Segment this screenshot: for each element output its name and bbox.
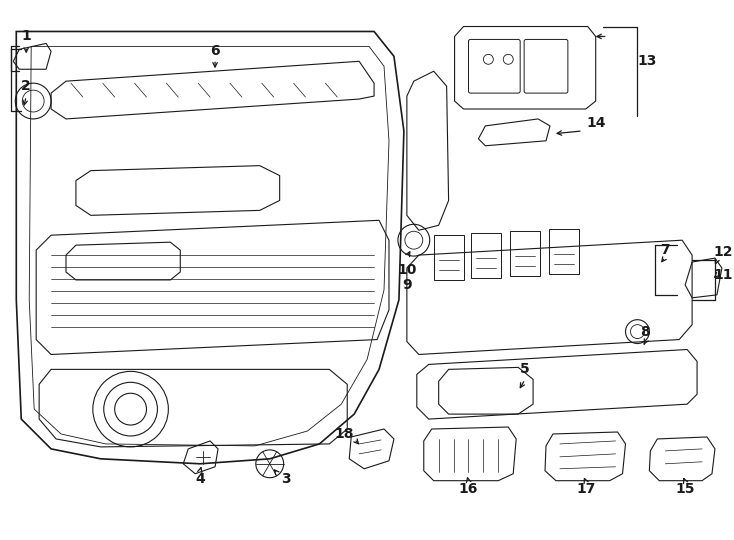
Text: 14: 14	[586, 116, 606, 130]
Text: 12: 12	[713, 245, 733, 259]
Text: 9: 9	[402, 278, 412, 292]
Text: 3: 3	[281, 472, 291, 485]
Text: 1: 1	[21, 30, 31, 43]
Text: 10: 10	[397, 263, 417, 277]
Text: 16: 16	[459, 482, 478, 496]
Text: 15: 15	[675, 482, 695, 496]
Text: 2: 2	[21, 79, 31, 93]
Text: 17: 17	[576, 482, 595, 496]
Text: 18: 18	[335, 427, 354, 441]
Text: 7: 7	[661, 243, 670, 257]
Text: 13: 13	[638, 55, 657, 68]
Text: 11: 11	[713, 268, 733, 282]
Text: 5: 5	[520, 362, 530, 376]
Text: 4: 4	[195, 472, 205, 485]
Text: 8: 8	[641, 325, 650, 339]
Text: 6: 6	[210, 44, 220, 58]
